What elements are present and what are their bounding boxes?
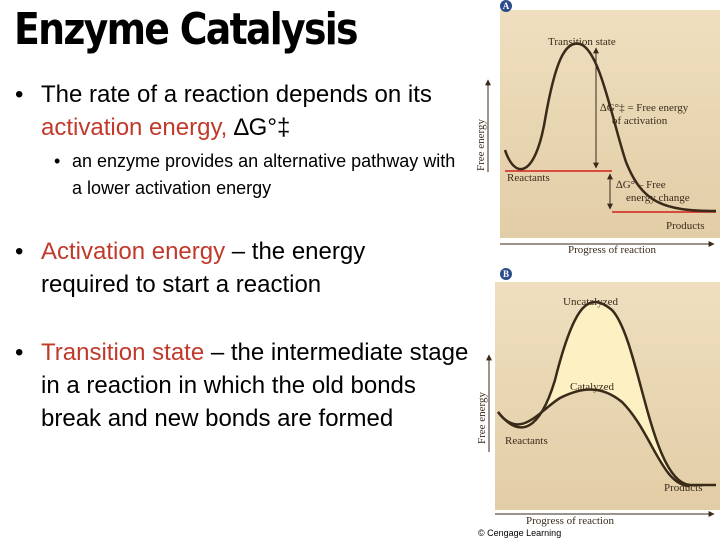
- sub-bullet: an enzyme provides an alternative pathwa…: [54, 148, 462, 202]
- label: Uncatalyzed: [563, 296, 618, 308]
- badge-label: A: [503, 1, 510, 11]
- label: of activation: [612, 115, 668, 127]
- label: Catalyzed: [570, 381, 614, 393]
- energy-curve: [503, 42, 717, 213]
- term: Activation energy: [41, 238, 226, 265]
- axis-label: Free energy: [475, 118, 487, 171]
- credit: © Cengage Learning: [478, 528, 561, 538]
- badge: [500, 0, 512, 12]
- slide-title: Enzyme Catalysis: [14, 4, 359, 55]
- bullet-text: – the intermediate stage in a reaction i…: [41, 339, 469, 432]
- bullet: Transition state – the intermediate stag…: [15, 336, 481, 435]
- bullet: Activation energy – the energy required …: [15, 235, 451, 301]
- bullet: The rate of a reaction depends on its ac…: [15, 78, 471, 144]
- axis-label: Progress of reaction: [568, 244, 656, 256]
- badge-label: B: [503, 269, 509, 279]
- bullet-text: – the energy required to start a reactio…: [41, 238, 366, 298]
- label: ∆G°‡ = Free energy: [600, 102, 689, 114]
- bullet-text: ∆G°‡: [227, 114, 291, 141]
- badge: [500, 268, 512, 280]
- difference-area: [498, 302, 716, 486]
- label: Transition state: [548, 36, 616, 48]
- label: Products: [664, 482, 703, 494]
- label: Reactants: [507, 172, 550, 184]
- axis-label: Progress of reaction: [526, 515, 614, 527]
- label: Reactants: [505, 435, 548, 447]
- term: activation energy,: [41, 114, 228, 141]
- catalyzed-curve: [496, 388, 691, 488]
- term: Transition state: [41, 339, 205, 366]
- bullet-text: The rate of a reaction depends on its: [41, 81, 432, 108]
- axis-label: Free energy: [476, 391, 488, 444]
- label: ∆G° – Free: [616, 179, 666, 191]
- label: energy change: [626, 192, 690, 204]
- bullet-text: an enzyme provides an alternative pathwa…: [72, 151, 456, 198]
- uncatalyzed-curve: [497, 300, 716, 487]
- label: Products: [666, 220, 705, 232]
